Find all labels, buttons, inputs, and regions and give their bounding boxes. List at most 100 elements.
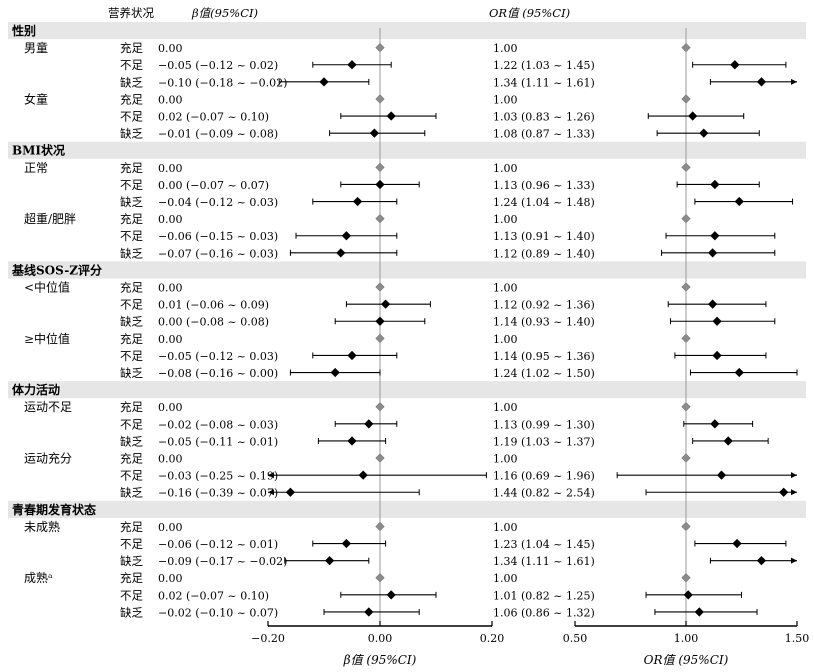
nutrition-level: 不足 bbox=[120, 417, 143, 431]
beta-value-text: 0.00 bbox=[158, 572, 183, 585]
or-point-marker bbox=[716, 470, 727, 480]
beta-value-text: −0.02 (−0.08 ~ 0.03) bbox=[158, 418, 278, 431]
nutrition-level: 缺乏 bbox=[120, 434, 143, 448]
beta-value-text: 0.01 (−0.06 ~ 0.09) bbox=[158, 299, 269, 312]
beta-value-text: 0.00 bbox=[158, 521, 183, 534]
beta-value-text: 0.02 (−0.07 ~ 0.10) bbox=[158, 589, 269, 602]
or-ci bbox=[665, 232, 776, 239]
beta-point-marker bbox=[364, 607, 374, 617]
or-ci bbox=[709, 557, 797, 564]
nutrition-level: 充足 bbox=[120, 400, 143, 414]
section-title: BMI状况 bbox=[12, 143, 65, 158]
beta-value-text: 0.00 bbox=[158, 401, 183, 414]
beta-axis: −0.20 0.00 0.20 bbox=[251, 621, 504, 645]
or-value-text: 1.12 (0.89 ~ 1.40) bbox=[493, 247, 595, 260]
nutrition-level: 缺乏 bbox=[120, 554, 143, 568]
or-value-text: 1.22 (1.03 ~ 1.45) bbox=[493, 59, 595, 72]
or-point-marker bbox=[708, 299, 718, 309]
nutrition-level: 缺乏 bbox=[120, 127, 143, 141]
or-point-marker bbox=[734, 196, 744, 207]
or-value-text: 1.23 (1.04 ~ 1.45) bbox=[493, 538, 595, 551]
subgroup-label: 女童 bbox=[24, 91, 48, 106]
beta-value-text: 0.00 bbox=[158, 333, 183, 346]
beta-value-text: 0.00 bbox=[158, 453, 183, 466]
or-reference-marker bbox=[681, 94, 691, 104]
or-value-text: 1.24 (1.02 ~ 1.50) bbox=[493, 367, 595, 380]
beta-value-text: −0.05 (−0.12 ~ 0.03) bbox=[158, 350, 278, 363]
nutrition-level: 充足 bbox=[120, 520, 143, 534]
beta-point-marker bbox=[375, 179, 385, 190]
or-ci-arrow-right bbox=[791, 557, 797, 564]
section-band bbox=[8, 261, 806, 279]
or-value-text: 1.19 (1.03 ~ 1.37) bbox=[493, 435, 595, 448]
or-value-text: 1.34 (1.11 ~ 1.61) bbox=[493, 555, 595, 568]
or-value-text: 1.00 bbox=[493, 93, 518, 106]
beta-point-marker bbox=[330, 367, 340, 378]
beta-point-marker bbox=[352, 196, 363, 207]
section-band bbox=[8, 381, 806, 399]
subgroup-label: 运动不足 bbox=[24, 400, 72, 414]
beta-value-text: −0.08 (−0.16 ~ 0.00) bbox=[158, 367, 278, 380]
nutrition-level: 不足 bbox=[120, 110, 143, 124]
or-value-text: 1.00 bbox=[493, 572, 518, 585]
beta-value-text: −0.07 (−0.16 ~ 0.03) bbox=[158, 247, 278, 260]
or-reference-marker bbox=[681, 214, 691, 224]
or-reference-marker bbox=[681, 453, 691, 463]
beta-reference-marker bbox=[375, 453, 385, 463]
beta-reference-marker bbox=[375, 402, 385, 412]
or-value-text: 1.00 bbox=[493, 521, 518, 534]
header-or-ci: OR值 (95%CI) bbox=[489, 6, 570, 20]
beta-reference-marker bbox=[375, 94, 385, 104]
nutrition-level: 缺乏 bbox=[120, 486, 143, 500]
or-point-marker bbox=[710, 231, 720, 241]
nutrition-level: 充足 bbox=[120, 41, 143, 55]
or-value-text: 1.00 bbox=[493, 401, 518, 414]
or-value-text: 1.00 bbox=[493, 162, 518, 175]
or-axis-tick-label: 1.00 bbox=[674, 632, 699, 645]
beta-point-marker bbox=[341, 538, 352, 549]
nutrition-level: 不足 bbox=[120, 58, 143, 72]
header-nutrition-status: 营养状况 bbox=[108, 6, 154, 20]
beta-axis-tick-label: 0.00 bbox=[368, 632, 393, 645]
beta-point-marker bbox=[380, 299, 391, 309]
or-ci bbox=[669, 318, 776, 325]
or-point-marker bbox=[712, 316, 722, 326]
beta-axis-title: β值 (95%CI) bbox=[343, 653, 417, 667]
nutrition-level: 不足 bbox=[120, 469, 143, 483]
or-value-text: 1.00 bbox=[493, 213, 518, 226]
or-value-text: 1.08 (0.87 ~ 1.33) bbox=[493, 128, 595, 141]
beta-point-marker bbox=[319, 77, 329, 87]
beta-reference-marker bbox=[375, 282, 385, 292]
beta-value-text: −0.02 (−0.10 ~ 0.07) bbox=[158, 606, 278, 619]
beta-value-text: −0.10 (−0.18 ~ −0.02) bbox=[158, 76, 287, 89]
beta-point-marker bbox=[358, 470, 368, 480]
beta-value-text: 0.00 bbox=[158, 162, 183, 175]
beta-value-text: −0.05 (−0.11 ~ 0.01) bbox=[158, 435, 278, 448]
or-value-text: 1.13 (0.91 ~ 1.40) bbox=[493, 230, 595, 243]
or-value-text: 1.00 bbox=[493, 453, 518, 466]
beta-point-marker bbox=[386, 111, 396, 121]
or-reference-marker bbox=[681, 402, 691, 412]
or-value-text: 1.12 (0.92 ~ 1.36) bbox=[493, 299, 595, 312]
beta-reference-marker bbox=[375, 214, 385, 224]
beta-value-text: −0.04 (−0.12 ~ 0.03) bbox=[158, 196, 278, 209]
nutrition-level: 不足 bbox=[120, 298, 143, 312]
beta-point-marker bbox=[336, 248, 346, 258]
subgroup-label: ≥中位值 bbox=[24, 331, 70, 346]
or-ci-arrow-right bbox=[791, 489, 797, 496]
beta-ci-arrow-left bbox=[268, 472, 274, 479]
section-band bbox=[8, 500, 806, 518]
beta-reference-marker bbox=[375, 162, 385, 172]
beta-value-text: 0.00 bbox=[158, 42, 183, 55]
beta-value-text: −0.03 (−0.25 ~ 0.19) bbox=[158, 470, 278, 483]
nutrition-level: 充足 bbox=[120, 281, 143, 295]
beta-value-text: 0.00 bbox=[158, 213, 183, 226]
beta-value-text: 0.00 (−0.07 ~ 0.07) bbox=[158, 179, 269, 192]
or-reference-marker bbox=[681, 521, 691, 532]
or-value-text: 1.03 (0.83 ~ 1.26) bbox=[493, 111, 595, 124]
beta-point-marker bbox=[347, 350, 357, 361]
section-band bbox=[8, 22, 806, 40]
subgroup-label: 男童 bbox=[24, 40, 48, 55]
or-point-marker bbox=[699, 128, 709, 138]
